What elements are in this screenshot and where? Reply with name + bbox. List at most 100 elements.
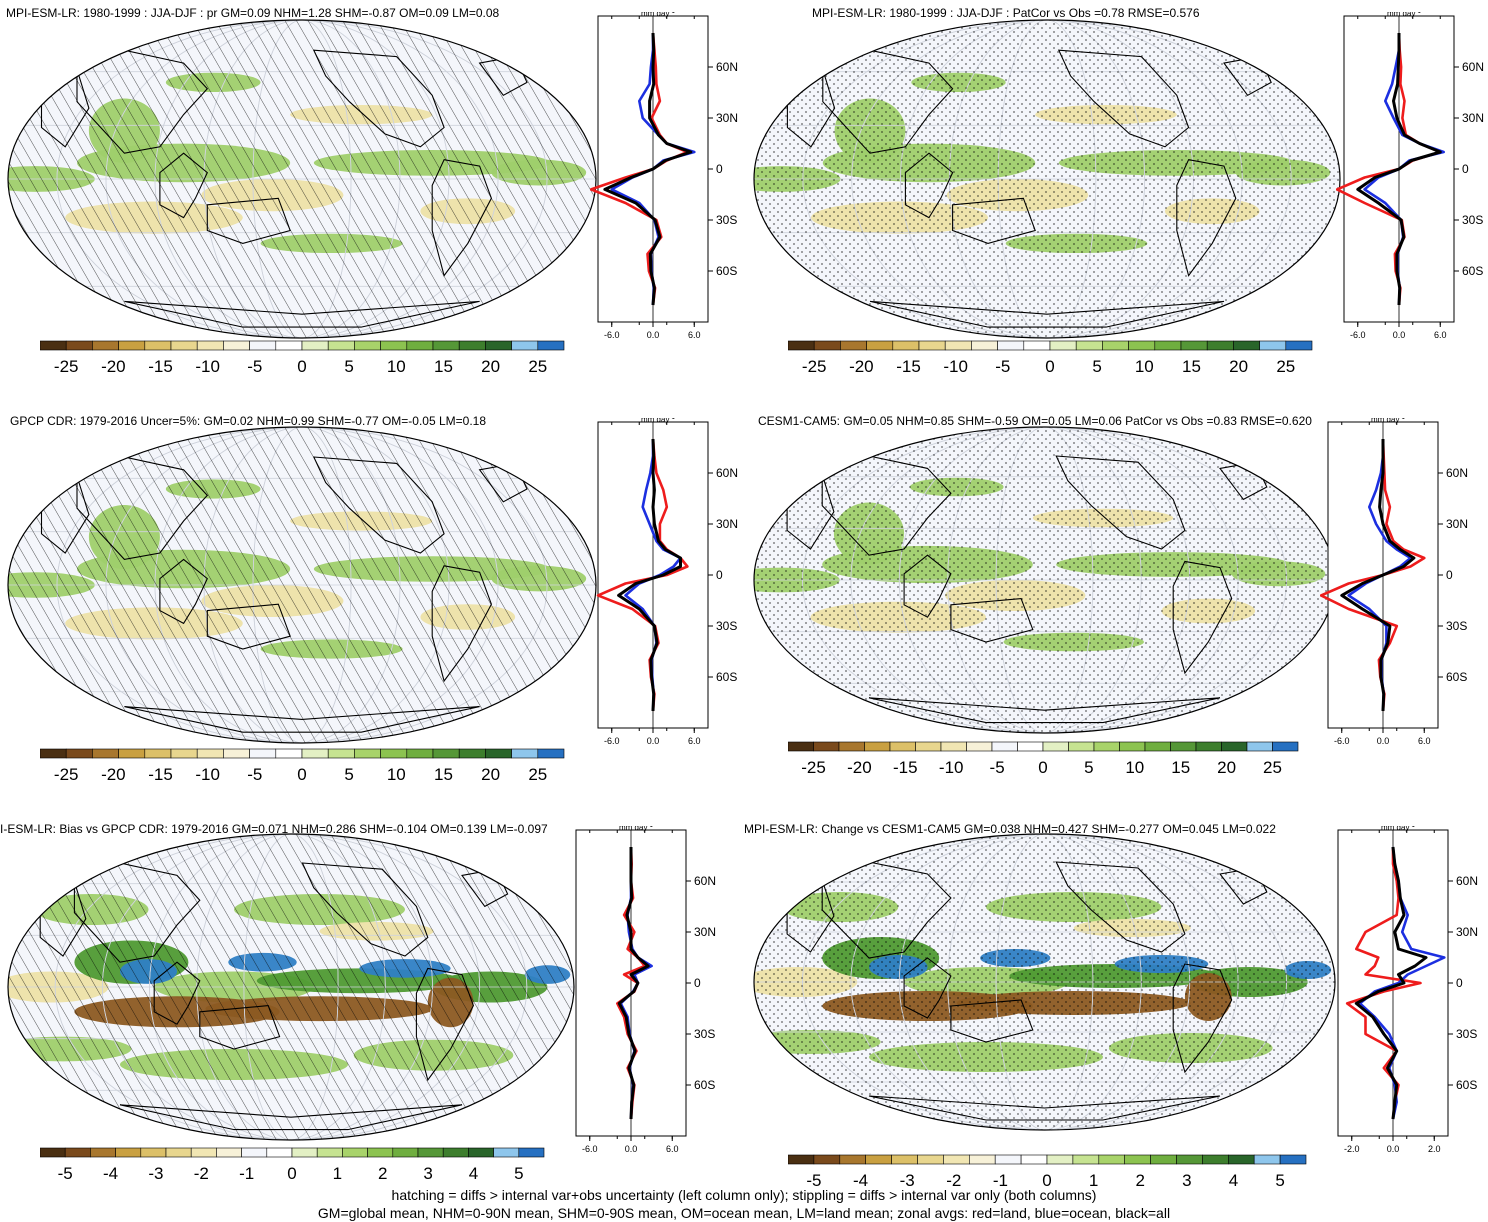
colorbar-label: 15 (1171, 758, 1190, 775)
colorbar-swatch (190, 1147, 217, 1158)
colorbar-swatch (1017, 741, 1044, 752)
colorbar-swatch (1049, 340, 1077, 351)
colorbar-label: 25 (1276, 357, 1295, 374)
colorbar-swatch (1170, 741, 1197, 752)
lat-tick-label: 0 (1462, 162, 1469, 176)
colorbar-label: -5 (806, 1171, 821, 1188)
colorbar-swatch (1023, 340, 1051, 351)
zonal-units-label: mm day-1 (641, 418, 675, 424)
panel-title-2: MPI-ESM-LR: 1980-1999 : JJA-DJF : PatCor… (812, 6, 1200, 20)
lat-tick-label: 0 (716, 568, 723, 582)
lat-tick-label: 30S (694, 1027, 715, 1041)
colorbar-label: 20 (481, 765, 500, 782)
colorbar-label: -5 (995, 357, 1010, 374)
x-tick-label: 2.0 (1428, 1144, 1441, 1154)
colorbar-label: 20 (1217, 758, 1236, 775)
lat-tick-label: 30N (716, 111, 738, 125)
colorbar-label: -25 (801, 758, 826, 775)
colorbar-swatch (92, 748, 119, 759)
colorbar-swatch (1119, 741, 1146, 752)
colorbar-label: -25 (54, 765, 79, 782)
x-tick-label: -6.0 (582, 1144, 598, 1154)
lat-tick-label: 60S (1462, 264, 1483, 278)
lat-tick-label: 60N (716, 466, 738, 480)
colorbar-swatch (458, 340, 486, 351)
colorbar-swatch (432, 340, 460, 351)
colorbar-swatch (458, 748, 486, 759)
lat-tick-label: 60S (1446, 670, 1467, 684)
colorbar-label: -5 (247, 357, 262, 374)
colorbar-swatch (327, 340, 355, 351)
colorbar-swatch (1259, 340, 1287, 351)
colorbar-swatch (90, 1147, 116, 1158)
colorbar-swatch (991, 741, 1018, 752)
colorbar-swatch (406, 340, 434, 351)
colorbar-label: -10 (195, 357, 220, 374)
colorbar-swatch (65, 748, 93, 759)
colorbar-label: 5 (1084, 758, 1093, 775)
panel-title-3: GPCP CDR: 1979-2016 Uncer=5%: GM=0.02 NH… (10, 414, 487, 428)
colorbar-swatch (468, 1147, 494, 1158)
colorbar-swatch (1221, 741, 1248, 752)
colorbar-label: 25 (528, 765, 547, 782)
lat-tick-label: 0 (694, 976, 701, 990)
colorbar-swatch (915, 741, 942, 752)
colorbar-label: 3 (423, 1164, 432, 1181)
colorbar-label: -15 (148, 357, 173, 374)
colorbar-swatch (170, 340, 198, 351)
colorbar-label: 5 (1092, 357, 1101, 374)
footnote-line-1: hatching = diffs > internal var+obs unce… (391, 1187, 1097, 1203)
x-tick-label: 0.0 (647, 330, 660, 340)
zonal-units-label: mm day-1 (619, 826, 653, 832)
colorbar-swatch (1154, 340, 1182, 351)
colorbar-swatch (40, 748, 67, 759)
colorbar-swatch (966, 741, 993, 752)
lat-tick-label: 0 (1456, 976, 1463, 990)
zonal-units-label: mm day-1 (641, 12, 675, 18)
colorbar-label: 4 (469, 1164, 478, 1181)
lat-tick-label: 30S (716, 213, 737, 227)
colorbar-swatch (788, 1154, 815, 1165)
zonal-units-label: mm day-1 (1387, 12, 1421, 18)
lat-tick-label: 30S (1446, 619, 1467, 633)
zonal-line-all (603, 32, 693, 306)
colorbar-label: 2 (378, 1164, 387, 1181)
colorbar-swatch (944, 340, 972, 351)
colorbar-swatch (1206, 340, 1234, 351)
x-tick-label: 0.0 (647, 736, 660, 746)
colorbar-label: -10 (943, 357, 968, 374)
zonal-mean-plot-3: mm day-1 60N 30N 0 30S 60S -6.0 0.0 6.0 (596, 418, 738, 746)
map-panel-4 (753, 426, 1336, 734)
zonal-mean-plot-2: mm day-1 60N 30N 0 30S 60S -6.0 0.0 6.0 (1336, 12, 1484, 340)
lat-tick-label: 60S (716, 264, 737, 278)
colorbar-label: 0 (1042, 1171, 1051, 1188)
colorbar-swatch (537, 340, 565, 351)
colorbar-label: 15 (434, 357, 453, 374)
lat-tick-label: 0 (716, 162, 723, 176)
map-panel-6 (753, 833, 1336, 1131)
colorbar-swatch (1285, 340, 1313, 351)
zonal-line-all (617, 438, 682, 712)
colorbar-swatch (196, 748, 224, 759)
x-tick-label: 0.0 (625, 1144, 638, 1154)
colorbar-swatch (1128, 340, 1156, 351)
colorbar-swatch (144, 748, 172, 759)
colorbar-swatch (994, 1154, 1022, 1165)
colorbar-label: 25 (1263, 758, 1282, 775)
colorbar-swatch (839, 1154, 866, 1165)
zonal-line-all (1340, 439, 1416, 712)
colorbar-swatch (997, 340, 1025, 351)
colorbar-label: -2 (194, 1164, 209, 1181)
x-tick-label: 0.0 (1377, 736, 1390, 746)
colorbar-swatch (196, 340, 224, 351)
colorbar-swatch (813, 741, 840, 752)
colorbar-swatch (889, 741, 916, 752)
colorbar-swatch (1124, 1154, 1151, 1165)
zonal-line-land (1345, 847, 1422, 1120)
colorbar-swatch (216, 1147, 242, 1158)
colorbar-label: -20 (101, 765, 126, 782)
colorbar-swatch (840, 340, 867, 351)
colorbar-label: -5 (990, 758, 1005, 775)
map-panel-5 (7, 833, 575, 1141)
colorbar-label: 4 (1229, 1171, 1238, 1188)
